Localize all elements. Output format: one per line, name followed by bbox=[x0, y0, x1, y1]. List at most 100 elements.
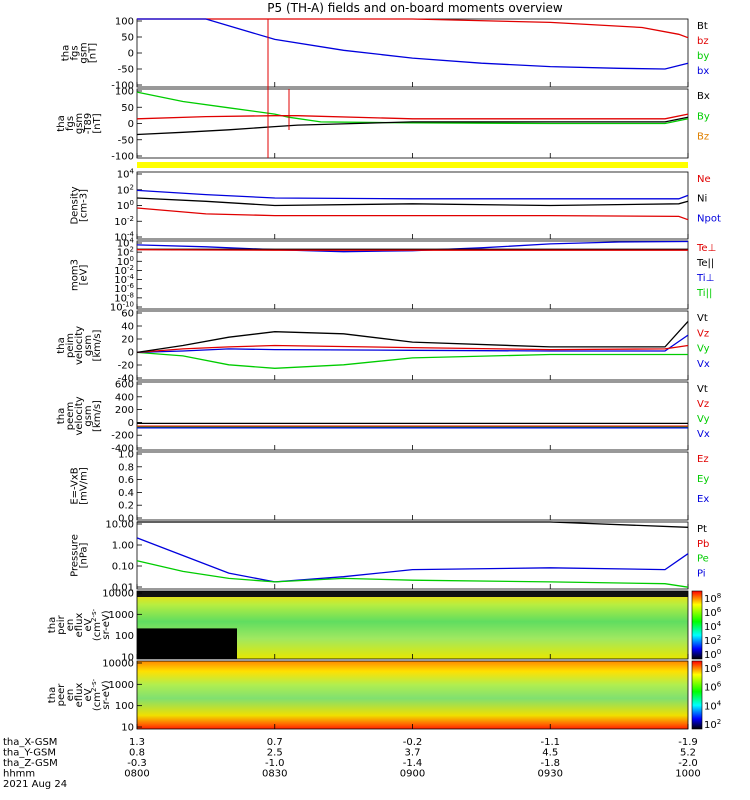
legend-entry: Ex bbox=[697, 494, 709, 505]
legend-entry: Vx bbox=[697, 359, 710, 370]
y-axis-label: tha bbox=[56, 408, 67, 424]
series-line-Vz bbox=[136, 344, 689, 354]
y-axis-label: eV bbox=[83, 688, 94, 701]
colorbar-tick-label: 100 bbox=[704, 648, 721, 661]
legend-entry: Te|| bbox=[696, 258, 714, 269]
y-tick-label: -100 bbox=[111, 81, 134, 92]
series-line-bx bbox=[137, 18, 689, 70]
y-axis-label: velocity bbox=[74, 396, 85, 435]
legend-entry: Bz bbox=[697, 132, 709, 143]
y-tick-label: 0 bbox=[128, 119, 134, 130]
y-axis-label: fgs bbox=[65, 116, 76, 131]
legend-entry: Ey bbox=[697, 474, 709, 485]
y-axis-label: en bbox=[65, 619, 76, 632]
y-tick-label: 100 bbox=[115, 631, 134, 642]
panel-10: 108 106 104 102 10000 1000 100 10 thapeereneflux… bbox=[47, 659, 722, 734]
panel-4: 10410210010-210-410-610-810-10mom3[eV]Te… bbox=[70, 237, 717, 314]
legend-entry: bx bbox=[697, 66, 709, 77]
ephemeris-value: -1.8 bbox=[540, 758, 560, 769]
y-axis-label: peem bbox=[65, 402, 76, 430]
spectrogram bbox=[137, 661, 688, 729]
panel-7: 1.00.8 0.6 0.4 0.2 0.0 E=-VxB[mV/m] Ez Ey Ex bbox=[70, 450, 710, 525]
ephemeris-value: -1.1 bbox=[540, 737, 560, 748]
ephemeris-label: 2021 Aug 24 bbox=[3, 779, 67, 790]
y-axis-label: tha bbox=[61, 45, 72, 61]
spectrogram-gap bbox=[137, 628, 237, 659]
y-tick-label: -50 bbox=[118, 135, 134, 146]
y-axis-label: eflux bbox=[74, 613, 85, 638]
y-tick-label: 0.6 bbox=[118, 475, 134, 486]
colorbar-tick-label: 102 bbox=[704, 718, 721, 731]
series-line-Vy bbox=[136, 351, 688, 369]
legend-entry: Vz bbox=[697, 399, 709, 410]
y-tick-label: 10-2 bbox=[114, 215, 134, 228]
y-axis-label: peim bbox=[65, 333, 76, 358]
ephemeris-value: 2.5 bbox=[267, 748, 283, 759]
legend-entry: Vt bbox=[697, 313, 708, 324]
colorbar bbox=[691, 660, 703, 730]
y-axis-label: mom3 bbox=[70, 259, 81, 291]
y-tick-label: 104 bbox=[117, 168, 135, 181]
ephemeris-value: -1.9 bbox=[678, 737, 698, 748]
legend-entry: Vy bbox=[697, 414, 710, 425]
y-tick-label: 10.00 bbox=[105, 520, 134, 531]
y-tick-label: 50 bbox=[121, 103, 134, 114]
spectrogram-gap bbox=[137, 591, 688, 597]
y-tick-label: -400 bbox=[111, 444, 134, 455]
ephemeris-value: 0830 bbox=[262, 769, 287, 780]
colorbar-tick-label: 106 bbox=[704, 681, 722, 694]
status-bar bbox=[137, 162, 688, 168]
ephemeris-value: 0.8 bbox=[129, 748, 145, 759]
y-axis-label: eV bbox=[83, 618, 94, 631]
panel-frame bbox=[136, 521, 689, 590]
y-tick-label: -200 bbox=[111, 431, 134, 442]
ephemeris-value: 4.5 bbox=[542, 748, 558, 759]
series-line-Npot bbox=[136, 189, 689, 200]
panels-group: 100500-50-100thafgsgsm[nT]Btbzbybx100500… bbox=[47, 17, 722, 734]
y-axis-label: sr-eV) bbox=[101, 680, 112, 709]
y-tick-label: 100 bbox=[115, 17, 134, 28]
y-tick-label: 1.0 bbox=[118, 450, 134, 461]
y-axis-label: tha bbox=[56, 115, 67, 131]
y-axis-label: [nPa] bbox=[79, 542, 90, 568]
series-line-Vt bbox=[136, 320, 689, 354]
y-axis-label: gsm bbox=[83, 405, 94, 426]
y-axis-label: [nT] bbox=[88, 43, 99, 63]
series-line-Pt bbox=[137, 521, 689, 528]
y-axis-label: [km/s] bbox=[92, 329, 103, 361]
y-tick-label: 400 bbox=[115, 392, 134, 403]
y-tick-label: 40 bbox=[121, 322, 134, 333]
y-tick-label: 1.00 bbox=[112, 541, 134, 552]
y-axis-label: tha bbox=[56, 337, 67, 353]
y-axis-label: Pressure bbox=[70, 534, 81, 577]
ephemeris-value: 0900 bbox=[400, 769, 425, 780]
legend-entry: Vt bbox=[697, 384, 708, 395]
y-axis-label: eflux bbox=[74, 683, 85, 708]
y-axis-label: -T89 bbox=[83, 113, 94, 135]
ephemeris-value: -1.0 bbox=[265, 758, 285, 769]
y-tick-label: 10000 bbox=[102, 589, 134, 600]
ephemeris-label: tha_Z-GSM bbox=[3, 758, 58, 769]
panel-9: 10810610410210010000100010010thapeirenef… bbox=[47, 589, 722, 664]
y-tick-label: 0 bbox=[128, 348, 134, 359]
y-tick-label: 100 bbox=[117, 199, 134, 212]
y-tick-label: 0.8 bbox=[118, 462, 134, 473]
y-tick-label: 0.01 bbox=[112, 583, 134, 594]
y-tick-label: 1000 bbox=[109, 610, 134, 621]
legend-entry: Ti|| bbox=[696, 288, 712, 299]
y-tick-label: -40 bbox=[118, 374, 134, 385]
y-tick-label: 200 bbox=[115, 405, 134, 416]
ephemeris-value: -2.0 bbox=[678, 758, 698, 769]
y-tick-label: 10 bbox=[121, 653, 134, 664]
ephemeris-value: 1.3 bbox=[129, 737, 145, 748]
ephemeris-value: 3.7 bbox=[405, 748, 421, 759]
series-line-Bz bbox=[136, 113, 689, 120]
y-axis-label: [cm-3] bbox=[79, 189, 90, 222]
y-axis-label: [mV/m] bbox=[79, 467, 90, 505]
legend-entry: Vx bbox=[697, 429, 710, 440]
y-axis-label: Density bbox=[70, 186, 81, 224]
y-tick-label: 60 bbox=[121, 309, 134, 320]
legend-entry: Pi bbox=[697, 568, 706, 579]
